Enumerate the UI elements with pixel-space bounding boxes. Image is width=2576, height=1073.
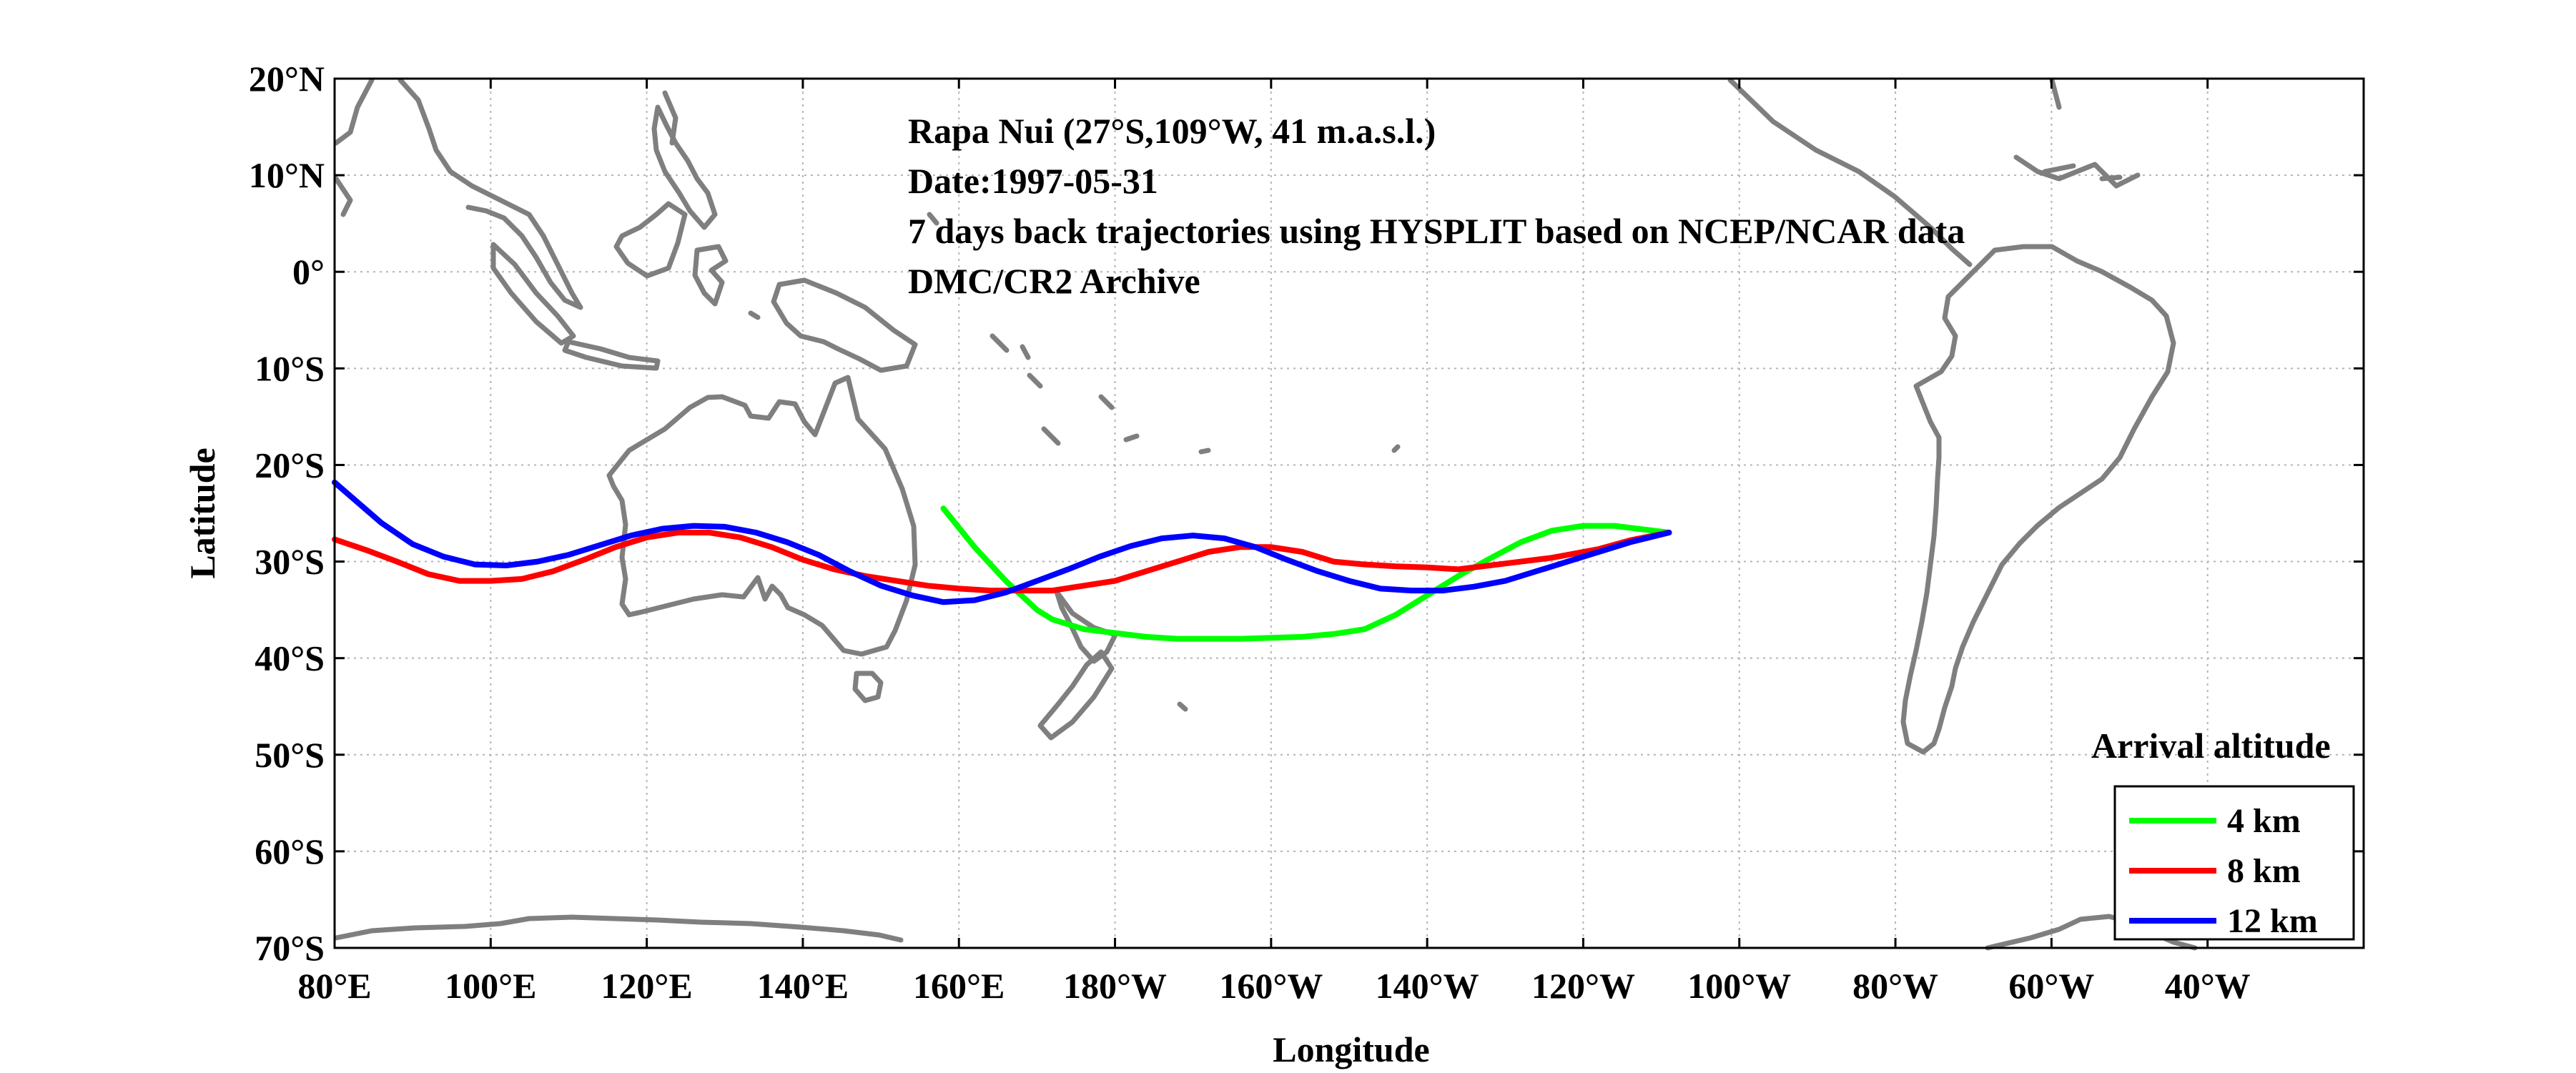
legend-label-4-km: 4 km xyxy=(2227,802,2301,840)
x-tick-label: 100°E xyxy=(445,966,536,1006)
tick-marks xyxy=(333,77,2364,949)
coast-tasmania xyxy=(852,671,884,703)
y-tick-label: 20°N xyxy=(249,59,325,99)
coast-pacific-islands xyxy=(748,212,1401,712)
coast-north-america xyxy=(1727,77,2141,267)
legend-label-12-km: 12 km xyxy=(2227,902,2318,940)
legend-label-8-km: 8 km xyxy=(2227,852,2301,890)
x-tick-label: 160°E xyxy=(913,966,1005,1006)
y-tick-label: 40°S xyxy=(255,638,325,678)
x-tick-label: 180°W xyxy=(1063,966,1167,1006)
trajectory-12-km xyxy=(332,479,1672,605)
legend-title: Arrival altitude xyxy=(2091,726,2331,766)
coast-sulawesi xyxy=(692,244,729,307)
y-tick-label: 0° xyxy=(292,252,325,292)
annotation-date: Date:1997-05-31 xyxy=(908,161,1158,201)
coastlines xyxy=(333,77,2198,951)
x-tick-label: 60°W xyxy=(2008,966,2094,1006)
coast-new-zealand-north xyxy=(1054,589,1118,664)
x-tick-labels: 80°E 100°E 120°E 140°E 160°E 180°W 160°W 140°W 1… xyxy=(297,966,2250,1006)
y-tick-label: 10°N xyxy=(249,155,325,195)
trajectory-8-km xyxy=(332,530,1672,594)
legend: 4 km 8 km 12 km xyxy=(2113,785,2355,941)
legend-box xyxy=(2113,785,2355,941)
y-tick-label: 50°S xyxy=(255,735,325,775)
x-tick-label: 140°W xyxy=(1376,966,1479,1006)
y-tick-label: 10°S xyxy=(255,348,325,388)
x-tick-label: 40°W xyxy=(2165,966,2251,1006)
x-tick-label: 120°W xyxy=(1531,966,1635,1006)
y-tick-label: 30°S xyxy=(255,542,325,582)
coast-borneo xyxy=(613,201,688,279)
coast-java xyxy=(562,339,661,371)
x-tick-label: 120°E xyxy=(601,966,692,1006)
trajectory-layer xyxy=(332,479,1672,642)
y-tick-labels: 20°N 10°N 0° 10°S 20°S 30°S 40°S 50°S 60°S 70°S xyxy=(249,59,325,968)
x-axis-title: Longitude xyxy=(1273,1029,1430,1069)
coast-philippines xyxy=(651,104,718,230)
annotation-station: Rapa Nui (27°S,109°W, 41 m.a.s.l.) xyxy=(908,111,1436,151)
annotation-method: 7 days back trajectories using HYSPLIT b… xyxy=(908,211,1965,251)
y-tick-label: 60°S xyxy=(255,831,325,871)
coast-australia xyxy=(606,375,918,657)
coast-caribbean xyxy=(2042,163,2123,182)
annotation-block: Rapa Nui (27°S,109°W, 41 m.a.s.l.) Date:… xyxy=(908,111,1965,301)
y-tick-label: 20°S xyxy=(255,445,325,485)
coast-new-zealand-south xyxy=(1037,649,1115,741)
coast-antarctica-west xyxy=(333,914,904,943)
x-tick-label: 100°W xyxy=(1687,966,1791,1006)
coast-japan xyxy=(662,90,678,146)
coast-new-guinea xyxy=(771,277,918,373)
trajectory-4-km xyxy=(940,505,1672,642)
y-axis-title: Latitude xyxy=(182,448,222,578)
plot-area xyxy=(335,79,2364,948)
x-tick-label: 80°W xyxy=(1852,966,1938,1006)
y-tick-label: 70°S xyxy=(255,928,325,968)
x-tick-label: 80°E xyxy=(297,966,371,1006)
annotation-archive: DMC/CR2 Archive xyxy=(908,261,1200,301)
x-tick-label: 160°W xyxy=(1219,966,1323,1006)
coast-asia xyxy=(333,77,583,310)
coast-south-america xyxy=(1900,244,2176,755)
x-tick-label: 140°E xyxy=(757,966,849,1006)
axes-frame xyxy=(333,77,2365,949)
